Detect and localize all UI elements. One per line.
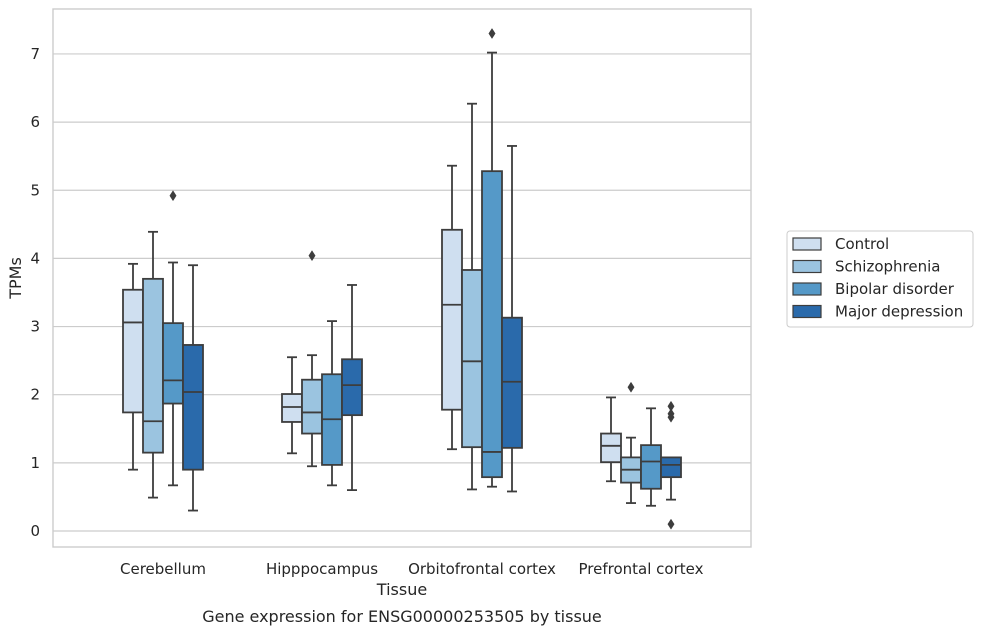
- y-axis-title: TPMs: [6, 257, 25, 300]
- series-major-depression: [182, 145, 682, 530]
- box: [660, 456, 682, 479]
- x-tick-label: Prefrontal cortex: [579, 560, 704, 578]
- box: [481, 170, 503, 479]
- legend-swatch: [792, 304, 822, 319]
- legend-label: Control: [835, 235, 889, 253]
- box: [301, 378, 323, 435]
- x-tick-label: Orbitofrontal cortex: [408, 560, 556, 578]
- box: [501, 316, 523, 449]
- y-tick-label: 7: [30, 45, 40, 63]
- box: [182, 344, 204, 471]
- box: [600, 432, 622, 464]
- legend-label: Schizophrenia: [835, 258, 940, 276]
- x-tick-label: Hipppocampus: [266, 560, 378, 578]
- x-axis-title: Tissue: [376, 580, 427, 599]
- y-axis-ticks: 0 1 2 3 4 5 6 7: [30, 45, 40, 540]
- legend-swatch: [792, 282, 822, 296]
- y-tick-label: 2: [30, 386, 40, 404]
- outlier-marker: [488, 28, 496, 39]
- outlier-marker: [627, 381, 635, 393]
- x-axis-ticks: Cerebellum Hipppocampus Orbitofrontal cort…: [120, 560, 704, 578]
- outlier-marker: [667, 518, 675, 530]
- plot-area-frame: [52, 8, 752, 548]
- y-tick-label: 1: [30, 454, 40, 472]
- series-schizophrenia: [142, 102, 642, 504]
- legend: Control Schizophrenia Bipolar disorder Majo…: [786, 230, 974, 328]
- y-tick-label: 0: [30, 522, 40, 540]
- box: [281, 393, 303, 423]
- box-series: [122, 28, 682, 530]
- y-tick-label: 4: [30, 249, 40, 267]
- outlier-marker: [308, 250, 316, 262]
- box: [162, 322, 184, 405]
- legend-label: Bipolar disorder: [835, 280, 955, 298]
- outlier-marker: [169, 190, 177, 202]
- legend-swatch: [792, 259, 822, 274]
- box: [441, 228, 463, 411]
- y-tick-label: 3: [30, 318, 40, 336]
- box: [640, 444, 662, 490]
- y-tick-label: 5: [30, 181, 40, 199]
- series-control: [122, 164, 622, 483]
- legend-label: Major depression: [835, 303, 963, 321]
- legend-swatch: [792, 237, 822, 251]
- legend-frame: [786, 230, 974, 328]
- box: [142, 277, 164, 454]
- chart-caption: Gene expression for ENSG00000253505 by t…: [202, 607, 602, 626]
- y-tick-label: 6: [30, 113, 40, 131]
- box: [461, 269, 483, 449]
- x-tick-label: Cerebellum: [120, 560, 206, 578]
- box: [341, 358, 363, 417]
- box: [122, 288, 144, 414]
- outlier-marker: [667, 408, 675, 420]
